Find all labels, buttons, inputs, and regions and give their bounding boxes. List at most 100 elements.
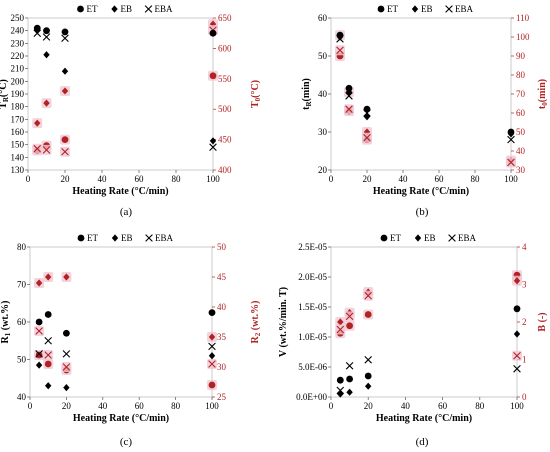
data-point-right-et: [35, 351, 43, 359]
y-right-tick-label: 110: [516, 13, 530, 23]
x-tick-label: 40: [98, 401, 108, 411]
y-right-axis-label: B (-): [537, 312, 548, 331]
data-point-left-eba: [363, 109, 371, 117]
legend-marker-eb: [411, 5, 419, 13]
y-left-tick-label: 130: [11, 165, 25, 175]
data-point-right-eba: [345, 105, 353, 113]
y-left-tick-label: 2.0E-05: [298, 272, 327, 282]
x-tick-label: 0: [26, 174, 31, 184]
y-left-tick-label: 2.5E-05: [298, 242, 327, 252]
x-tick-label: 100: [504, 174, 518, 184]
data-point-left-eb: [63, 384, 70, 392]
data-point-right-et: [44, 360, 52, 368]
data-point-right-eb: [209, 20, 217, 28]
x-tick-label: 0: [28, 401, 33, 411]
y-left-axis-label-sub: 1: [4, 332, 12, 336]
x-tick-label: 40: [98, 174, 108, 184]
y-right-tick-label: 50: [516, 127, 526, 137]
y-right-tick-label: 90: [516, 51, 526, 61]
x-tick-label: 20: [364, 401, 374, 411]
legend-marker-eba: [448, 234, 456, 242]
y-left-tick-label: 0.0E+00: [296, 392, 327, 402]
legend-label-et: ET: [87, 233, 98, 243]
data-point-right-eba: [507, 158, 515, 167]
y-left-tick-label: 190: [11, 89, 25, 99]
legend-marker-et: [377, 5, 385, 13]
y-left-axis-label-sub: R: [2, 96, 10, 102]
data-point-left-eb: [61, 67, 69, 75]
y-left-axis-label-unit: (wt.%): [0, 301, 11, 333]
legend-label-et: ET: [387, 4, 398, 14]
legend-label-eba: EBA: [455, 4, 474, 14]
data-point-left-et: [43, 27, 50, 35]
y-right-tick-label: 35: [217, 332, 227, 342]
x-axis-label: Heating Rate (°C/min): [376, 413, 472, 424]
y-left-axis-label-unit: (°C): [0, 79, 9, 97]
y-right-tick-label: 30: [217, 362, 227, 372]
legend-marker-eb: [111, 234, 119, 242]
legend-marker-eba: [144, 5, 153, 13]
data-point-left-eba: [61, 34, 69, 43]
data-point-right-eba: [44, 351, 52, 359]
y-right-tick-label: 50: [217, 242, 227, 252]
legend-label-eba: EBA: [155, 233, 174, 243]
legend-label-eb: EB: [421, 4, 433, 14]
data-point-left-eba: [208, 342, 216, 351]
y-left-tick-label: 5.0E-06: [298, 362, 327, 372]
x-tick-label: 60: [135, 174, 145, 184]
y-left-tick-label: 40: [318, 89, 328, 99]
y-right-tick-label: 60: [516, 108, 526, 118]
y-left-tick-label: 230: [11, 38, 25, 48]
y-left-axis-label: V (wt.%/min. T): [278, 287, 289, 357]
y-left-tick-label: 210: [11, 64, 25, 74]
y-right-tick-label: 650: [218, 13, 232, 23]
x-tick-label: 40: [401, 401, 411, 411]
data-point-left-eba: [35, 350, 43, 358]
y-right-tick-label: 45: [217, 272, 227, 282]
y-left-axis-label-main: V: [278, 349, 289, 357]
data-point-right-et: [61, 136, 69, 144]
panel-label: (d): [416, 436, 429, 448]
x-axis-label: Heating Rate (°C/min): [73, 413, 169, 424]
x-tick-label: 60: [438, 401, 448, 411]
data-point-right-eb: [43, 99, 50, 107]
y-left-axis-label: tR(min): [301, 78, 313, 110]
chart-panel-3: 0 20 40 60 80 100 40 50 60 70 80 25 30 35 40 45 50 Heatin…: [0, 233, 262, 448]
y-right-axis-label-unit: (-): [537, 312, 548, 325]
y-left-tick-label: 50: [17, 355, 27, 365]
y-right-axis-label-sub: 0: [541, 102, 549, 106]
legend-marker-et: [380, 234, 388, 242]
panel-label: (b): [416, 206, 429, 218]
legend-label-eb: EB: [121, 4, 133, 14]
y-right-axis-label-main: T: [250, 101, 261, 108]
y-right-tick-label: 400: [218, 165, 232, 175]
y-right-axis-label-sub: 0: [254, 97, 262, 101]
chart-panel-4: 0 20 40 60 80 1000.0E+005.0E-061.0E-051.5E-05…: [278, 233, 548, 448]
chart-panel-2: 0 20 40 60 80 1002030405060304050607080901001…: [301, 4, 549, 218]
data-point-left-eba: [62, 350, 71, 358]
data-point-left-eba: [336, 386, 345, 395]
data-point-left-eb: [507, 130, 515, 138]
data-point-left-eba: [513, 365, 521, 373]
y-left-tick-label: 220: [11, 51, 25, 61]
y-right-axis-label: t0(min): [537, 79, 549, 109]
y-left-tick-label: 30: [318, 127, 328, 137]
data-point-right-eb: [63, 273, 70, 281]
y-right-tick-label: 4: [522, 242, 527, 252]
data-point-right-eba: [345, 312, 354, 321]
x-tick-label: 0: [329, 174, 334, 184]
x-axis-label: Heating Rate (°C/min): [72, 186, 168, 197]
y-right-axis-label-unit: (wt.%): [250, 301, 261, 333]
data-point-left-et: [44, 311, 52, 318]
data-point-left-et: [63, 329, 70, 337]
data-point-right-eba: [42, 146, 51, 154]
y-right-tick-label: 25: [217, 392, 227, 402]
y-right-tick-label: 3: [522, 280, 527, 290]
y-right-tick-label: 500: [218, 104, 232, 114]
x-tick-label: 100: [510, 401, 524, 411]
y-right-axis-label-unit: (°C): [250, 80, 261, 98]
data-point-left-eb: [346, 388, 353, 396]
y-right-tick-label: 40: [516, 146, 526, 156]
y-left-tick-label: 50: [318, 51, 328, 61]
x-tick-label: 20: [363, 174, 373, 184]
